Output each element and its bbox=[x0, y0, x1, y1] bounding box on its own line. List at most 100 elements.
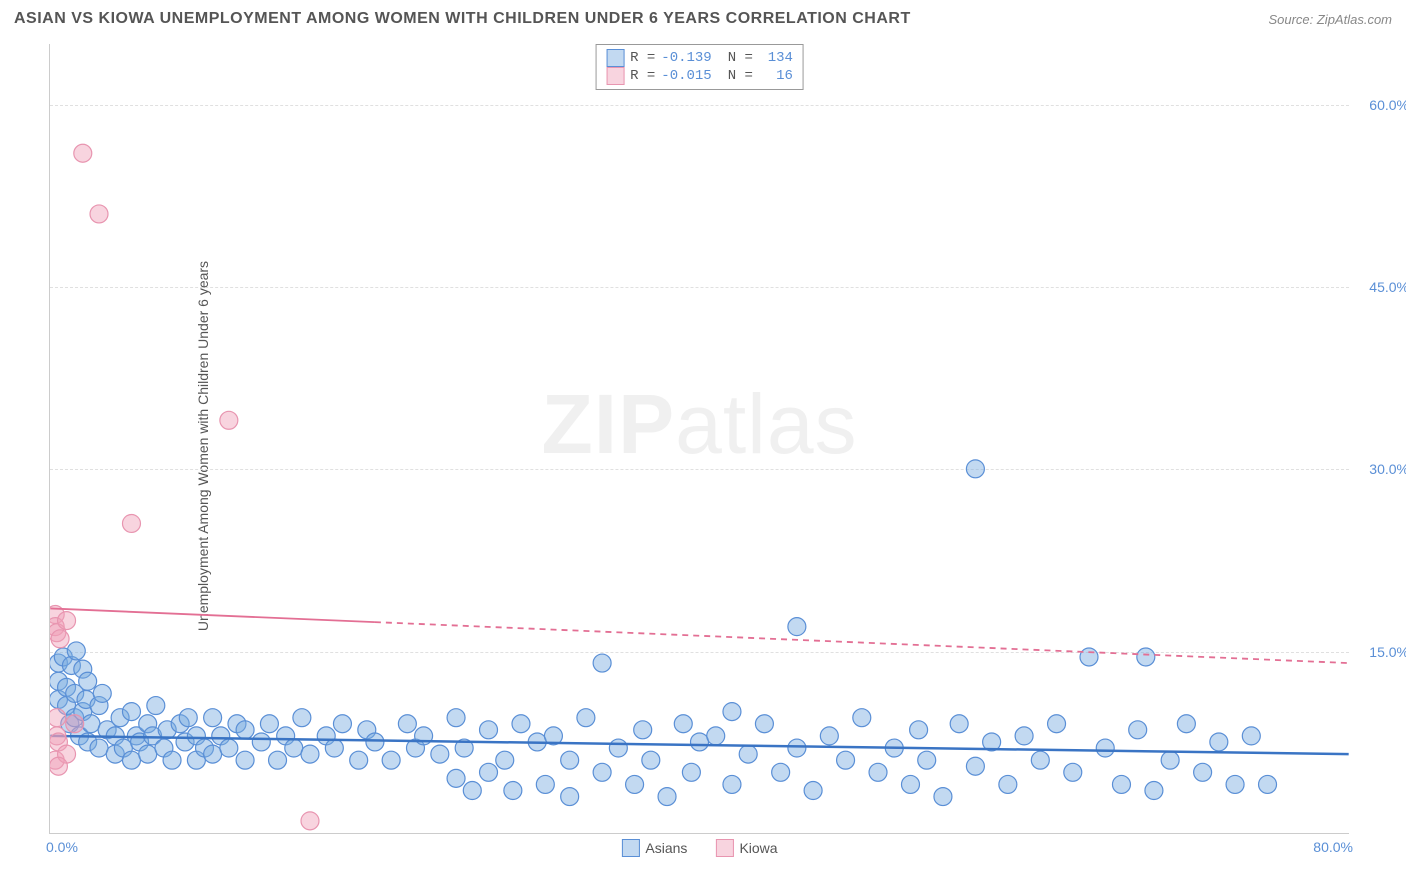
data-point bbox=[658, 788, 676, 806]
data-point bbox=[1210, 733, 1228, 751]
data-point bbox=[90, 205, 108, 223]
data-point bbox=[79, 672, 97, 690]
data-point bbox=[382, 751, 400, 769]
data-point bbox=[431, 745, 449, 763]
data-point bbox=[634, 721, 652, 739]
data-point bbox=[67, 642, 85, 660]
trend-line-dashed bbox=[375, 622, 1349, 663]
data-point bbox=[934, 788, 952, 806]
y-tick-label: 15.0% bbox=[1354, 644, 1406, 660]
data-point bbox=[293, 709, 311, 727]
data-point bbox=[918, 751, 936, 769]
legend-swatch bbox=[621, 839, 639, 857]
data-point bbox=[204, 745, 222, 763]
data-point bbox=[147, 697, 165, 715]
data-point bbox=[269, 751, 287, 769]
data-point bbox=[804, 782, 822, 800]
data-point bbox=[1161, 751, 1179, 769]
title-row: ASIAN VS KIOWA UNEMPLOYMENT AMONG WOMEN … bbox=[14, 10, 1392, 28]
data-point bbox=[398, 715, 416, 733]
legend-swatch bbox=[606, 67, 624, 85]
data-point bbox=[447, 769, 465, 787]
y-tick-label: 45.0% bbox=[1354, 279, 1406, 295]
data-point bbox=[90, 739, 108, 757]
data-point bbox=[236, 751, 254, 769]
legend-swatch bbox=[606, 49, 624, 67]
data-point bbox=[66, 715, 84, 733]
data-point bbox=[1048, 715, 1066, 733]
r-value: -0.139 bbox=[661, 50, 711, 66]
y-tick-label: 30.0% bbox=[1354, 461, 1406, 477]
data-point bbox=[691, 733, 709, 751]
chart-title: ASIAN VS KIOWA UNEMPLOYMENT AMONG WOMEN … bbox=[14, 10, 911, 28]
data-point bbox=[139, 745, 157, 763]
data-point bbox=[512, 715, 530, 733]
data-point bbox=[950, 715, 968, 733]
data-point bbox=[50, 709, 66, 727]
r-value: -0.015 bbox=[661, 68, 711, 84]
data-point bbox=[561, 788, 579, 806]
series-legend-label: Kiowa bbox=[739, 840, 777, 856]
data-point bbox=[333, 715, 351, 733]
data-point bbox=[966, 460, 984, 478]
data-point bbox=[301, 812, 319, 830]
data-point bbox=[1112, 775, 1130, 793]
r-label: R = bbox=[630, 68, 655, 84]
data-point bbox=[1226, 775, 1244, 793]
data-point bbox=[51, 630, 69, 648]
data-point bbox=[1145, 782, 1163, 800]
plot-area: ZIPatlas 15.0%30.0%45.0%60.0% R =-0.139N… bbox=[49, 44, 1349, 834]
data-point bbox=[1259, 775, 1277, 793]
legend-swatch bbox=[715, 839, 733, 857]
data-point bbox=[901, 775, 919, 793]
data-point bbox=[496, 751, 514, 769]
data-point bbox=[910, 721, 928, 739]
data-point bbox=[236, 721, 254, 739]
data-point bbox=[723, 703, 741, 721]
data-point bbox=[122, 514, 140, 532]
data-point bbox=[853, 709, 871, 727]
data-point bbox=[122, 703, 140, 721]
data-point bbox=[220, 739, 238, 757]
data-point bbox=[674, 715, 692, 733]
data-point bbox=[1137, 648, 1155, 666]
correlation-legend-row: R =-0.015N = 16 bbox=[606, 67, 793, 85]
data-point bbox=[1015, 727, 1033, 745]
n-value: 134 bbox=[759, 50, 793, 66]
data-point bbox=[1177, 715, 1195, 733]
data-point bbox=[58, 612, 76, 630]
data-point bbox=[325, 739, 343, 757]
data-point bbox=[93, 684, 111, 702]
data-point bbox=[642, 751, 660, 769]
correlation-legend-row: R =-0.139N =134 bbox=[606, 49, 793, 67]
data-point bbox=[788, 618, 806, 636]
data-point bbox=[301, 745, 319, 763]
series-legend-item: Kiowa bbox=[715, 839, 777, 857]
data-point bbox=[1080, 648, 1098, 666]
x-tick-min: 0.0% bbox=[46, 839, 78, 855]
data-point bbox=[74, 144, 92, 162]
data-point bbox=[966, 757, 984, 775]
data-point bbox=[1194, 763, 1212, 781]
data-point bbox=[122, 751, 140, 769]
data-point bbox=[179, 709, 197, 727]
data-point bbox=[561, 751, 579, 769]
data-point bbox=[480, 721, 498, 739]
data-point bbox=[1242, 727, 1260, 745]
data-point bbox=[999, 775, 1017, 793]
data-point bbox=[204, 709, 222, 727]
data-point bbox=[820, 727, 838, 745]
data-point bbox=[723, 775, 741, 793]
data-point bbox=[504, 782, 522, 800]
n-label: N = bbox=[728, 68, 753, 84]
data-point bbox=[82, 715, 100, 733]
data-point bbox=[536, 775, 554, 793]
series-legend-item: Asians bbox=[621, 839, 687, 857]
data-point bbox=[366, 733, 384, 751]
data-point bbox=[163, 751, 181, 769]
series-legend: Asians Kiowa bbox=[621, 839, 777, 857]
data-point bbox=[1096, 739, 1114, 757]
data-point bbox=[772, 763, 790, 781]
data-point bbox=[50, 757, 67, 775]
data-point bbox=[869, 763, 887, 781]
